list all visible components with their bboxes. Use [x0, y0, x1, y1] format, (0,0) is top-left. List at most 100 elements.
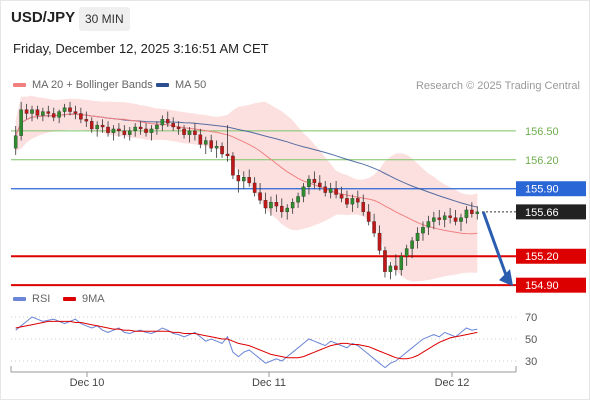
candle-body	[165, 119, 170, 124]
candle-body	[144, 128, 148, 133]
candle-body	[448, 215, 452, 218]
symbol-title: USD/JPY	[11, 9, 76, 26]
candle-body	[89, 121, 94, 130]
datetime-label: Friday, December 12, 2025 3:16:51 AM CET	[13, 41, 269, 56]
candle-body	[117, 128, 121, 132]
support-label-155.20: 155.20	[525, 251, 559, 263]
legend-9ma: 9MA	[63, 293, 105, 305]
candle-body	[95, 124, 99, 130]
candle-body	[269, 202, 273, 209]
candle-body	[13, 135, 18, 149]
candle-body	[404, 248, 409, 257]
candle-body	[280, 205, 284, 213]
ma9-swatch	[63, 297, 76, 301]
candle-body	[252, 182, 257, 193]
candle-body	[220, 146, 224, 155]
candle-body	[41, 111, 45, 116]
candle-body	[225, 153, 230, 157]
candle-body	[160, 119, 165, 126]
legend-ma20: MA 20 + Bollinger Bands	[13, 79, 153, 91]
candle-body	[176, 126, 181, 130]
rsi-level-70: 70	[525, 312, 537, 324]
ma20-swatch	[13, 83, 26, 87]
candle-body	[388, 265, 393, 272]
candle-body	[459, 217, 463, 222]
support-label-154.90: 154.90	[525, 280, 559, 292]
candle-body	[377, 232, 382, 251]
candle-body	[453, 217, 458, 222]
candle-body	[361, 202, 366, 213]
legend-rsi: RSI	[13, 293, 50, 305]
candle-body	[432, 217, 436, 222]
candle-body	[366, 211, 371, 222]
candle-body	[410, 240, 414, 249]
candle-body	[30, 109, 34, 114]
candle-body	[296, 196, 300, 203]
candle-body	[24, 109, 29, 114]
candle-body	[356, 198, 360, 203]
candle-body	[203, 140, 208, 145]
x-tick-label: Dec 11	[252, 377, 286, 389]
candle-body	[470, 209, 474, 214]
candle-body	[372, 221, 376, 234]
candle-body	[274, 202, 279, 207]
credit-text: Research © 2025 Trading Central	[415, 80, 580, 92]
candle-body	[138, 126, 143, 130]
candle-body	[198, 134, 203, 145]
candle-body	[464, 209, 469, 218]
candle-body	[350, 198, 355, 205]
candle-body	[149, 128, 154, 133]
candle-body	[79, 113, 83, 120]
last-price-label: 155.66	[525, 207, 559, 219]
support-tag-155.20	[516, 248, 586, 264]
timeframe-badge[interactable]: 30 MIN	[79, 7, 130, 31]
candle-body	[421, 227, 425, 234]
candle-body	[285, 207, 290, 213]
candle-body	[193, 130, 197, 135]
candle-body	[339, 194, 344, 199]
candle-body	[100, 124, 105, 128]
x-tick-label: Dec 12	[435, 377, 470, 389]
candle-body	[46, 111, 51, 114]
ma50-swatch	[156, 83, 169, 87]
candle-body	[106, 126, 110, 133]
candle-body	[328, 188, 333, 193]
rsi-9ma-line	[15, 320, 478, 360]
candle-body	[247, 177, 251, 184]
candle-body	[111, 128, 116, 133]
candle-body	[394, 265, 398, 270]
candle-body	[214, 146, 219, 149]
candle-body	[312, 178, 317, 184]
candle-body	[415, 232, 420, 241]
legend-rsi-label: RSI	[32, 293, 51, 305]
candle-body	[171, 122, 175, 128]
rsi-line	[15, 316, 478, 369]
resistance-label-156.50: 156.50	[525, 126, 559, 138]
candle-body	[133, 126, 137, 132]
chart-header: USD/JPY 30 MIN	[0, 0, 590, 36]
candle-body	[258, 192, 262, 201]
candle-body	[242, 177, 246, 182]
candle-body	[236, 175, 241, 182]
ma20-line	[15, 113, 478, 235]
candle-body	[182, 128, 186, 135]
candle-body	[122, 130, 127, 135]
legend-ma50: MA 50	[156, 79, 206, 91]
candle-body	[334, 188, 338, 195]
candle-body	[209, 140, 213, 149]
legend-9ma-label: 9MA	[82, 293, 105, 305]
candle-body	[57, 111, 61, 118]
forecast-arrowhead-icon	[499, 269, 513, 287]
candle-body	[19, 109, 23, 136]
candle-body	[383, 250, 387, 272]
pivot-label: 155.90	[525, 184, 559, 196]
candle-body	[84, 119, 89, 122]
candle-body	[62, 107, 67, 112]
candle-body	[442, 215, 447, 220]
candle-body	[301, 186, 306, 197]
legend-ma20-label: MA 20 + Bollinger Bands	[32, 79, 153, 91]
rsi-level-30: 30	[525, 356, 537, 368]
rsi-level-50: 50	[525, 334, 537, 346]
candle-body	[323, 186, 328, 193]
